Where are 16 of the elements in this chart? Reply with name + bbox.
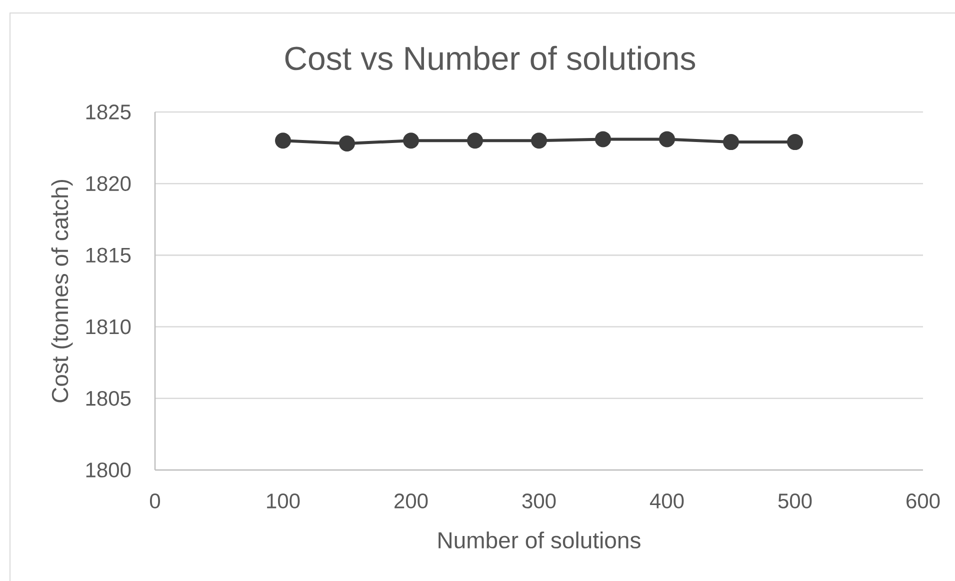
x-tick-label: 600 bbox=[906, 494, 940, 508]
x-axis-title: Number of solutions bbox=[438, 532, 640, 548]
y-tick-label: 1820 bbox=[86, 176, 131, 192]
y-tick-label: 1815 bbox=[86, 248, 131, 263]
x-tick-label: 0 bbox=[150, 494, 160, 508]
y-tick-label: 1825 bbox=[86, 104, 131, 120]
x-tick-label: 400 bbox=[650, 494, 684, 508]
chart-title: Cost vs Number of solutions bbox=[285, 46, 696, 70]
y-axis-title: Cost (tonnes of catch) bbox=[51, 180, 73, 402]
x-tick-label: 200 bbox=[394, 494, 428, 508]
x-tick-label: 100 bbox=[267, 494, 300, 508]
y-tick-label: 1800 bbox=[86, 462, 131, 478]
y-tick-label: 1805 bbox=[86, 390, 131, 406]
x-tick-label: 500 bbox=[778, 494, 812, 508]
y-tick-label: 1810 bbox=[86, 319, 131, 334]
x-tick-label: 300 bbox=[522, 494, 556, 508]
